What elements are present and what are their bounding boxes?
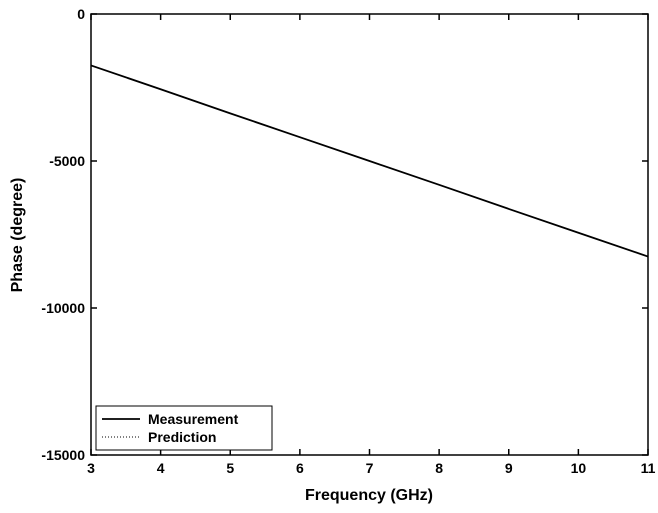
- y-tick-label: -10000: [41, 300, 85, 316]
- x-tick-label: 3: [87, 460, 95, 476]
- x-tick-label: 8: [435, 460, 443, 476]
- legend-label: Prediction: [148, 429, 216, 445]
- series-line: [90, 64, 649, 258]
- legend-label: Measurement: [148, 411, 239, 427]
- y-axis-label: Phase (degree): [9, 178, 26, 293]
- y-tick-label: -15000: [41, 447, 85, 463]
- x-tick-label: 7: [366, 460, 374, 476]
- x-tick-label: 4: [157, 460, 165, 476]
- x-axis-label: Frequency (GHz): [305, 487, 433, 504]
- x-tick-label: 10: [571, 460, 587, 476]
- y-tick-label: -5000: [49, 153, 85, 169]
- x-tick-label: 9: [505, 460, 513, 476]
- plot-frame: [90, 13, 649, 456]
- x-tick-label: 5: [226, 460, 234, 476]
- x-tick-label: 6: [296, 460, 304, 476]
- y-tick-label: 0: [77, 6, 85, 22]
- legend-box: [95, 405, 273, 451]
- x-tick-label: 11: [641, 460, 656, 476]
